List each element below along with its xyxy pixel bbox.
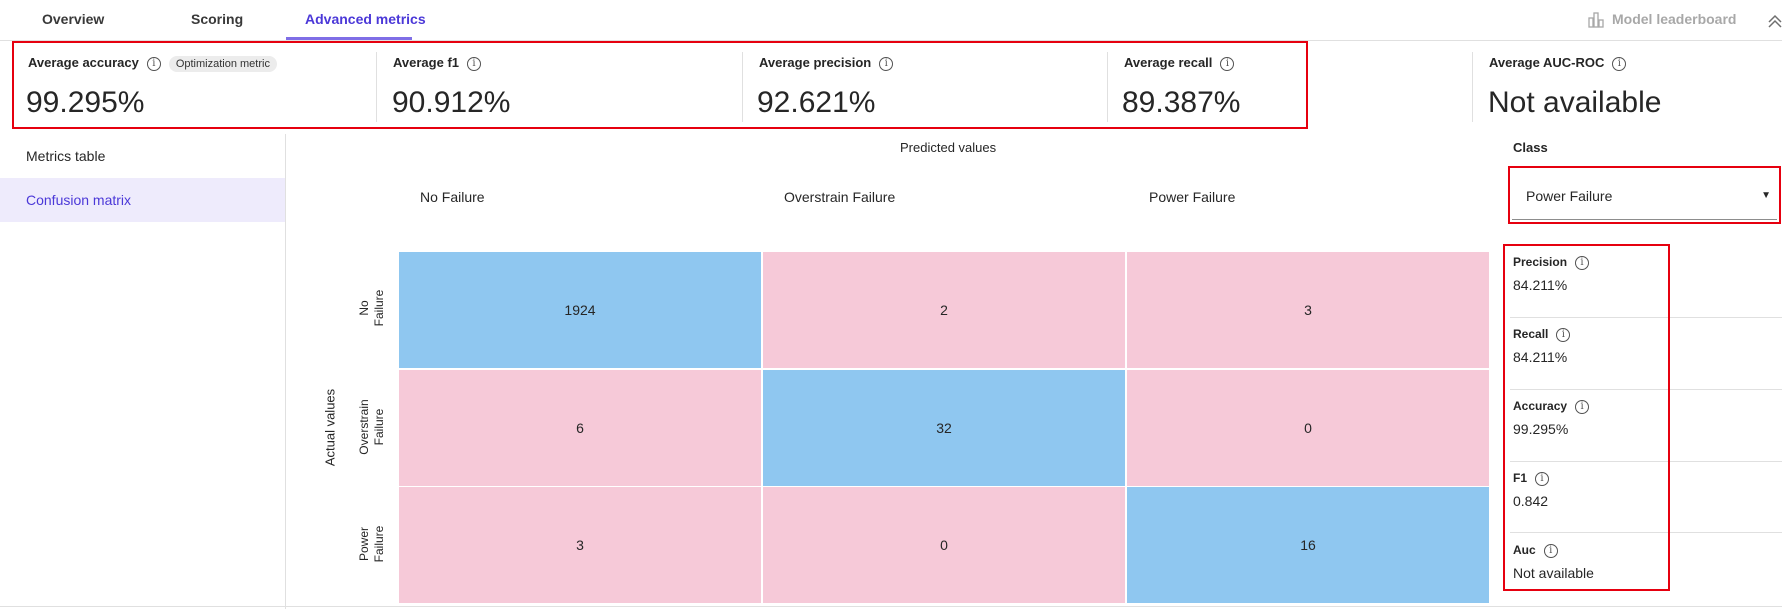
row-header: No Failure — [357, 289, 386, 327]
metric-value-f1: 90.912% — [392, 86, 511, 119]
predicted-values-title: Predicted values — [900, 140, 997, 155]
divider — [1107, 52, 1108, 122]
info-icon[interactable]: i — [1575, 399, 1590, 414]
tab-advanced-metrics[interactable]: Advanced metrics — [305, 11, 426, 27]
class-select[interactable]: Power Failure ▼ — [1512, 172, 1777, 220]
divider — [1510, 532, 1782, 533]
info-icon[interactable]: i — [1556, 327, 1571, 342]
metric-value-recall: 89.387% — [1122, 86, 1241, 119]
column-header: Overstrain Failure — [784, 189, 896, 205]
actual-values-title: Actual values — [322, 388, 338, 467]
tab-bar: Overview Scoring Advanced metrics Model … — [0, 0, 1782, 41]
matrix-cell: 0 — [1127, 370, 1489, 486]
metric-label-recall: Average recall i — [1124, 55, 1235, 71]
info-icon[interactable]: i — [146, 56, 161, 71]
highlight-box-class-select — [1508, 166, 1781, 224]
metric-label-accuracy: Average accuracy i Optimization metric — [28, 55, 277, 72]
nav-item-metrics-table[interactable]: Metrics table — [26, 148, 106, 164]
divider — [0, 606, 1782, 607]
nav-item-confusion-matrix[interactable]: Confusion matrix — [0, 178, 285, 222]
active-tab-indicator — [286, 37, 412, 40]
class-select-value: Power Failure — [1526, 188, 1613, 204]
stat-label-recall: Recall i — [1513, 327, 1571, 342]
stat-value-recall: 84.211% — [1513, 349, 1568, 365]
metric-label-precision: Average precision i — [759, 55, 894, 71]
stat-value-precision: 84.211% — [1513, 277, 1568, 293]
info-icon[interactable]: i — [879, 56, 894, 71]
divider — [1472, 52, 1473, 122]
divider — [376, 52, 377, 122]
matrix-cell: 3 — [399, 487, 761, 603]
tab-overview[interactable]: Overview — [42, 11, 105, 27]
info-icon[interactable]: i — [1543, 543, 1558, 558]
class-label: Class — [1513, 140, 1548, 155]
metric-label-f1: Average f1 i — [393, 55, 481, 71]
metric-value-precision: 92.621% — [757, 86, 876, 119]
info-icon[interactable]: i — [1612, 56, 1627, 71]
column-header: Power Failure — [1149, 189, 1236, 205]
info-icon[interactable]: i — [1575, 255, 1590, 270]
column-header: No Failure — [420, 189, 485, 205]
matrix-cell: 16 — [1127, 487, 1489, 603]
info-icon[interactable]: i — [1220, 56, 1235, 71]
divider — [1510, 317, 1782, 318]
model-leaderboard-label: Model leaderboard — [1612, 11, 1737, 27]
leaderboard-icon — [1588, 12, 1604, 28]
stat-label-auc: Auc i — [1513, 543, 1558, 558]
optimization-badge: Optimization metric — [168, 55, 277, 72]
metric-label-auc-roc: Average AUC-ROC i — [1489, 55, 1627, 71]
matrix-cell: 1924 — [399, 252, 761, 368]
chevron-down-icon: ▼ — [1761, 190, 1771, 201]
metric-value-auc-roc: Not available — [1488, 86, 1662, 119]
stat-value-accuracy: 99.295% — [1513, 421, 1569, 437]
matrix-cell: 32 — [763, 370, 1125, 486]
stat-value-f1: 0.842 — [1513, 493, 1549, 509]
info-icon[interactable]: i — [1535, 471, 1550, 486]
left-nav: Metrics table Confusion matrix — [0, 134, 286, 609]
divider — [742, 52, 743, 122]
stat-label-precision: Precision i — [1513, 255, 1590, 270]
row-header: Overstrain Failure — [357, 399, 386, 455]
matrix-cell: 6 — [399, 370, 761, 486]
divider — [1510, 461, 1782, 462]
highlight-box-class-stats — [1503, 244, 1670, 591]
row-header: Power Failure — [357, 525, 386, 563]
highlight-box-metrics — [12, 41, 1308, 129]
model-leaderboard-button[interactable]: Model leaderboard — [1588, 0, 1736, 38]
info-icon[interactable]: i — [467, 56, 481, 71]
stat-value-auc: Not available — [1513, 565, 1594, 581]
stat-label-accuracy: Accuracy i — [1513, 399, 1590, 414]
tab-scoring[interactable]: Scoring — [191, 11, 244, 27]
collapse-icon[interactable] — [1766, 8, 1782, 28]
matrix-cell: 0 — [763, 487, 1125, 603]
matrix-cell: 2 — [763, 252, 1125, 368]
stat-label-f1: F1 i — [1513, 471, 1550, 486]
metric-value-accuracy: 99.295% — [26, 86, 145, 119]
divider — [1510, 389, 1782, 390]
matrix-cell: 3 — [1127, 252, 1489, 368]
